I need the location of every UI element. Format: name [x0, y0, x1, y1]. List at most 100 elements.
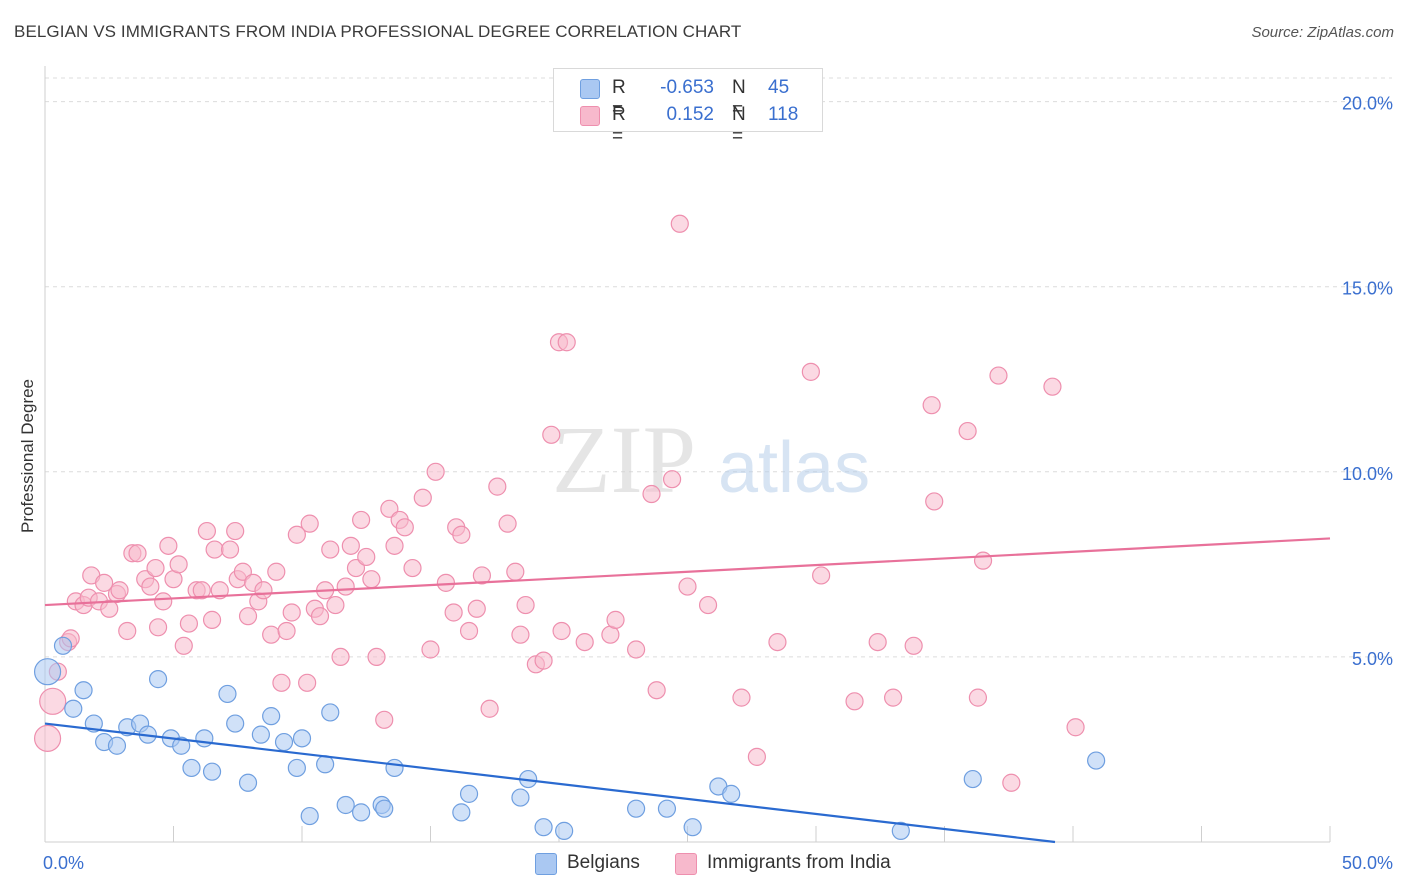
point-india — [480, 699, 499, 718]
point-belgians — [292, 729, 312, 748]
point-india — [768, 632, 787, 652]
point-india — [459, 621, 479, 641]
point-india — [968, 688, 988, 707]
point-india — [472, 566, 491, 585]
point-india — [403, 558, 422, 578]
point-india — [282, 603, 301, 622]
point-india — [118, 621, 137, 641]
point-india — [141, 577, 160, 596]
point-belgians — [385, 758, 404, 778]
point-india — [210, 581, 229, 600]
point-india — [436, 573, 456, 592]
point-india — [321, 540, 340, 559]
point-india — [552, 621, 571, 641]
y-tick-label: 5.0% — [1352, 649, 1393, 669]
point-india — [39, 687, 67, 715]
point-belgians — [555, 821, 574, 840]
point-india — [233, 562, 252, 581]
point-india — [362, 570, 381, 589]
point-belgians — [148, 670, 168, 689]
point-india — [452, 525, 471, 544]
point-india — [128, 544, 147, 563]
point-india — [95, 573, 114, 592]
point-belgians — [316, 755, 335, 774]
point-india — [534, 651, 553, 670]
point-india — [352, 510, 371, 530]
bottom-legend-label-india: Immigrants from India — [707, 852, 891, 873]
point-india — [868, 632, 887, 652]
point-india — [262, 625, 281, 644]
legend-n-value: 45 — [768, 77, 790, 98]
point-belgians — [107, 736, 127, 755]
point-india — [498, 514, 517, 533]
point-india — [883, 688, 903, 707]
point-india — [331, 647, 350, 667]
point-india — [511, 625, 530, 644]
point-belgians — [251, 725, 270, 744]
point-belgians — [321, 703, 340, 722]
legend-swatch-india — [580, 106, 600, 126]
point-belgians — [722, 784, 741, 803]
point-india — [159, 536, 178, 555]
point-belgians — [182, 758, 201, 778]
point-india — [678, 577, 697, 596]
data-points — [33, 214, 1106, 840]
point-india — [277, 621, 296, 641]
point-india — [310, 607, 330, 626]
point-india — [202, 610, 222, 629]
point-belgians — [1087, 751, 1106, 770]
point-belgians — [262, 707, 281, 726]
point-belgians — [226, 714, 245, 733]
correlation-legend: R = -0.653 N = 45 R = 0.152 N = 118 — [553, 68, 823, 147]
point-belgians — [452, 803, 471, 822]
point-india — [298, 673, 317, 692]
point-belgians — [352, 803, 371, 822]
point-india — [336, 577, 355, 596]
point-belgians — [53, 636, 73, 655]
point-india — [747, 747, 766, 766]
watermark-atlas: atlas — [718, 428, 870, 508]
point-india — [169, 555, 188, 574]
legend-r-label: R = — [612, 77, 626, 120]
point-india — [506, 562, 525, 581]
legend-n-label: N = — [732, 77, 746, 120]
point-india — [100, 599, 119, 618]
point-india — [662, 470, 682, 489]
point-india — [989, 366, 1008, 385]
point-india — [557, 333, 576, 352]
point-india — [732, 688, 751, 707]
point-india — [254, 581, 273, 600]
trend-lines — [44, 537, 1331, 844]
point-india — [179, 614, 199, 633]
point-belgians — [657, 799, 677, 818]
point-india — [575, 632, 594, 652]
source-note: Source: ZipAtlas.com — [1251, 24, 1394, 41]
point-india — [670, 214, 689, 233]
point-india — [272, 673, 291, 692]
point-india — [488, 477, 507, 496]
point-india — [606, 610, 625, 629]
point-india — [154, 592, 173, 611]
point-india — [626, 640, 646, 659]
point-belgians — [33, 658, 62, 686]
chart-title: BELGIAN VS IMMIGRANTS FROM INDIA PROFESS… — [14, 22, 742, 41]
point-india — [801, 362, 820, 381]
y-tick-label: 15.0% — [1342, 279, 1393, 299]
axes — [44, 66, 1331, 843]
legend-n-value: 118 — [768, 104, 799, 125]
point-india — [226, 521, 245, 541]
point-india — [197, 521, 217, 541]
point-india — [413, 488, 432, 507]
y-axis-label: Professional Degree — [18, 378, 37, 534]
point-india — [467, 599, 486, 618]
point-india — [385, 536, 404, 555]
watermark-zip: ZIP — [552, 406, 696, 513]
x-tick-label: 0.0% — [43, 853, 84, 873]
point-india — [698, 595, 718, 615]
x-tick-label: 50.0% — [1342, 853, 1393, 873]
point-india — [812, 566, 831, 585]
point-india — [958, 421, 977, 441]
point-india — [367, 647, 386, 667]
point-india — [647, 681, 666, 700]
point-india — [238, 607, 258, 626]
